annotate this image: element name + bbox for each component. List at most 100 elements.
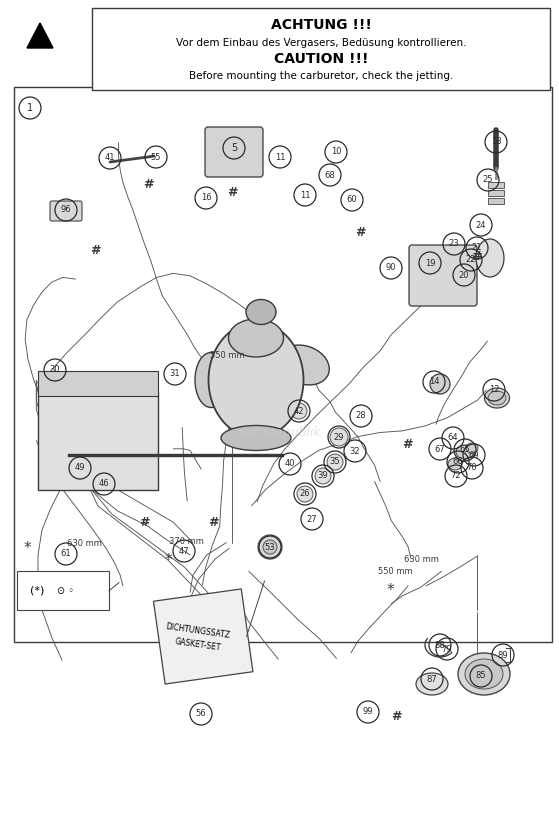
Text: 11: 11: [275, 153, 285, 162]
FancyBboxPatch shape: [409, 245, 477, 306]
Ellipse shape: [229, 319, 283, 357]
Text: CAUTION !!!: CAUTION !!!: [274, 52, 368, 66]
Text: 32: 32: [350, 446, 361, 455]
Text: 21: 21: [472, 243, 482, 252]
Ellipse shape: [488, 391, 506, 405]
Text: 31: 31: [170, 370, 181, 379]
Text: 10: 10: [331, 148, 341, 157]
Bar: [17, 571, 109, 610]
Text: 68: 68: [325, 171, 335, 180]
Text: 42: 42: [293, 406, 304, 415]
Circle shape: [291, 403, 307, 419]
Circle shape: [430, 374, 450, 394]
Ellipse shape: [458, 653, 510, 695]
Ellipse shape: [209, 322, 304, 437]
Text: 370 mm: 370 mm: [169, 536, 204, 546]
Text: 28: 28: [356, 411, 366, 420]
Ellipse shape: [466, 443, 478, 453]
Text: DICHTUNGSSATZ: DICHTUNGSSATZ: [165, 623, 231, 641]
Ellipse shape: [279, 345, 329, 385]
Text: 88: 88: [435, 641, 446, 650]
Text: 72: 72: [451, 472, 461, 481]
Text: 41: 41: [105, 153, 115, 162]
Text: 550 mm: 550 mm: [378, 566, 413, 575]
Text: 79: 79: [442, 645, 452, 654]
Bar: [14, 87, 552, 642]
Text: 61: 61: [61, 549, 72, 558]
Text: 29: 29: [334, 432, 344, 441]
FancyBboxPatch shape: [154, 589, 253, 684]
Text: #: #: [471, 251, 481, 264]
Text: 60: 60: [347, 196, 357, 205]
Ellipse shape: [448, 458, 462, 470]
Text: 27: 27: [307, 515, 318, 524]
Text: 90: 90: [386, 264, 396, 273]
Text: 39: 39: [318, 472, 328, 481]
Text: *: *: [164, 552, 172, 567]
Text: #: #: [391, 709, 401, 722]
Bar: [38, 371, 158, 396]
Text: 66: 66: [453, 458, 463, 467]
Polygon shape: [68, 454, 283, 456]
Circle shape: [258, 535, 282, 559]
Circle shape: [327, 454, 343, 470]
Polygon shape: [27, 23, 53, 48]
Bar: [488, 182, 504, 188]
Text: 67: 67: [435, 445, 446, 454]
Ellipse shape: [456, 445, 474, 459]
Text: 65: 65: [459, 446, 470, 455]
Text: 16: 16: [201, 193, 211, 202]
Text: 70: 70: [467, 463, 477, 472]
Text: 55: 55: [151, 153, 161, 162]
Circle shape: [315, 468, 331, 484]
Text: 56: 56: [196, 709, 206, 719]
Circle shape: [330, 428, 348, 446]
Text: 49: 49: [75, 463, 86, 472]
Text: 630 mm: 630 mm: [67, 539, 102, 548]
Ellipse shape: [221, 425, 291, 450]
Text: 5: 5: [231, 143, 237, 153]
Text: #: #: [402, 438, 412, 451]
Text: 89: 89: [498, 650, 508, 659]
Text: #: #: [355, 227, 365, 240]
Text: *: *: [23, 542, 31, 557]
Text: 18: 18: [491, 138, 501, 147]
Circle shape: [297, 486, 313, 502]
Ellipse shape: [465, 659, 503, 689]
Ellipse shape: [416, 673, 448, 695]
Text: 14: 14: [429, 378, 439, 387]
Text: 53: 53: [265, 543, 276, 552]
Ellipse shape: [195, 353, 227, 407]
Text: #: #: [143, 179, 153, 192]
Text: GASKET-SET: GASKET-SET: [174, 636, 222, 652]
Text: 22: 22: [466, 255, 476, 264]
Text: 64: 64: [448, 433, 458, 442]
Text: #: #: [227, 187, 237, 199]
Ellipse shape: [476, 239, 504, 277]
Text: Before mounting the carburetor, check the jetting.: Before mounting the carburetor, check th…: [189, 71, 453, 81]
FancyBboxPatch shape: [205, 127, 263, 177]
Text: 26: 26: [300, 490, 310, 499]
Text: ACHTUNG !!!: ACHTUNG !!!: [271, 18, 371, 32]
Ellipse shape: [485, 388, 509, 408]
Bar: [488, 198, 504, 204]
Bar: [38, 392, 158, 490]
Text: 96: 96: [61, 206, 72, 215]
Text: Vor dem Einbau des Vergasers, Bedüsung kontrollieren.: Vor dem Einbau des Vergasers, Bedüsung k…: [176, 38, 466, 48]
Text: 69: 69: [468, 450, 479, 459]
Text: ⊙ ◦: ⊙ ◦: [56, 586, 74, 596]
Text: #: #: [90, 243, 100, 256]
Text: 11: 11: [300, 190, 310, 199]
Text: 20: 20: [459, 270, 469, 280]
Text: 25: 25: [483, 175, 493, 184]
Text: 19: 19: [425, 259, 435, 268]
Ellipse shape: [246, 299, 276, 325]
Circle shape: [263, 540, 277, 554]
Text: 47: 47: [179, 547, 190, 556]
Text: 550 mm: 550 mm: [210, 351, 245, 360]
Text: 40: 40: [285, 459, 295, 468]
Text: 630 mm: 630 mm: [404, 556, 439, 565]
Text: 46: 46: [99, 480, 110, 489]
Text: 23: 23: [449, 240, 459, 249]
Bar: [92, 8, 550, 90]
